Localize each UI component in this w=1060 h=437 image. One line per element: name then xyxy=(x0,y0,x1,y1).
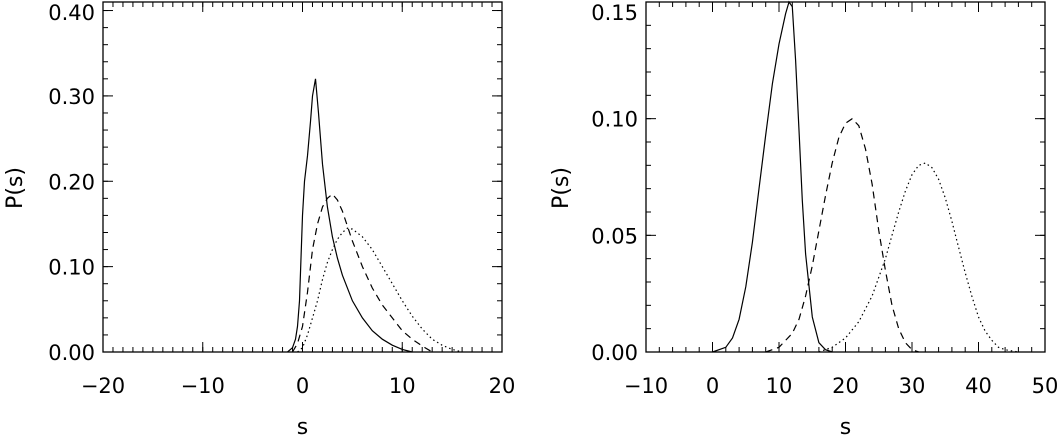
left-panel: −20 −10 0 10 20 0.00 0.10 0.20 0.30 0.40 s P(s) xyxy=(3,1,515,437)
series-line-dotted xyxy=(297,227,463,353)
series-line-dotted xyxy=(818,162,1019,353)
y-tick-label: 0.00 xyxy=(591,341,638,365)
x-tick-label: 0 xyxy=(706,374,719,398)
x-tick-label: 20 xyxy=(489,374,516,398)
y-tick-label: 0.30 xyxy=(48,85,95,109)
y-tick-label: 0.20 xyxy=(48,170,95,194)
y-tick-label: 0.10 xyxy=(591,108,638,132)
plot-frame xyxy=(102,1,503,353)
x-tick-label: −10 xyxy=(624,374,668,398)
x-tick-label: 30 xyxy=(899,374,926,398)
x-tick-label: −10 xyxy=(181,374,225,398)
x-tick-label: 40 xyxy=(965,374,992,398)
y-tick-label: 0.05 xyxy=(591,224,638,248)
x-tick-label: 50 xyxy=(1032,374,1059,398)
series-line-dashed xyxy=(291,193,433,353)
series-line-dashed xyxy=(765,117,919,353)
y-tick-label: 0.10 xyxy=(48,256,95,280)
x-axis-label: s xyxy=(297,415,308,437)
series-line-solid xyxy=(287,78,413,353)
right-panel: −10 0 10 20 30 40 50 0.00 0.05 0.10 0.15 s P(s) xyxy=(549,0,1059,437)
x-tick-label: 20 xyxy=(832,374,859,398)
x-tick-label: 0 xyxy=(296,374,309,398)
y-axis-label: P(s) xyxy=(549,167,574,209)
x-tick-label: −20 xyxy=(81,374,125,398)
y-tick-label: 0.40 xyxy=(48,1,95,25)
plot-frame xyxy=(645,1,1046,353)
y-axis-label: P(s) xyxy=(3,167,28,209)
x-tick-label: 10 xyxy=(389,374,416,398)
y-tick-label: 0.00 xyxy=(48,341,95,365)
x-tick-label: 10 xyxy=(766,374,793,398)
x-axis-label: s xyxy=(840,415,851,437)
y-tick-label: 0.15 xyxy=(591,1,638,25)
series-line-solid xyxy=(712,0,833,353)
